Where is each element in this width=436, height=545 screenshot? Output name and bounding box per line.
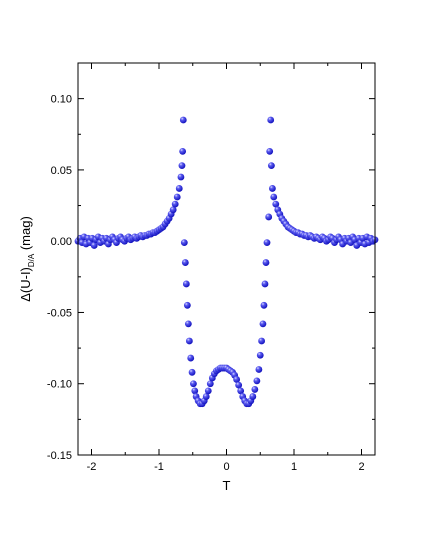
data-point [187,354,195,362]
y-tick-label: 0.00 [51,236,72,248]
data-point [267,162,275,170]
x-tick-label: 1 [291,461,297,473]
data-point [255,366,263,373]
y-axis-title: Δ(U-I)D/A (mag) [18,216,36,302]
data-point [181,259,189,266]
x-tick-label: -2 [87,461,97,473]
x-axis-title: T [223,478,231,493]
tick-labels: -2 -1 0 1 2 -0.15 -0.10 -0.05 0.00 0.05 0.10 [47,94,365,473]
axis-ticks [78,63,375,456]
y-axis-title-main: Δ(U-I) [18,267,33,302]
data-point [185,337,193,345]
data-point [169,206,177,214]
data-point [184,320,192,328]
data-point [256,351,264,359]
data-point [265,213,273,221]
plot-frame [77,62,376,456]
data-point [262,259,270,266]
data-point [251,386,259,393]
data-point [260,301,268,309]
data-points [74,116,379,408]
data-point [202,393,210,400]
data-point [204,387,212,395]
x-tick-label: -1 [154,461,164,473]
data-point [259,320,267,328]
data-point [90,242,98,249]
data-point [171,200,179,208]
y-tick-label: 0.10 [51,94,72,106]
data-point [253,377,261,385]
y-tick-label: 0.05 [51,165,72,177]
data-point [182,280,190,288]
data-point [266,147,274,155]
y-tick-label: -0.10 [47,379,72,391]
data-point [188,368,196,376]
data-point [269,185,276,192]
data-point [258,337,265,345]
y-axis-title-suffix: (mag) [18,216,33,254]
x-tick-label: 0 [223,461,229,473]
y-tick-label: -0.05 [47,307,72,319]
data-point [206,380,214,388]
data-point [178,162,186,170]
data-point [249,393,257,400]
y-tick-label: -0.15 [47,450,72,462]
data-point [191,387,199,395]
data-point [272,200,280,208]
data-point [237,387,245,395]
data-point [180,239,188,247]
data-point [263,239,271,247]
data-point [183,301,191,309]
data-point [233,376,241,383]
y-axis-title-subscript: D/A [27,253,36,267]
data-point [179,147,187,155]
x-tick-label: 2 [358,461,364,473]
data-point [267,116,275,124]
data-point [173,193,181,201]
data-point [190,380,197,388]
data-point [177,173,185,181]
data-point [175,185,183,192]
data-point [179,116,187,124]
data-point [261,280,269,288]
data-point [270,193,278,201]
data-point [235,381,243,389]
